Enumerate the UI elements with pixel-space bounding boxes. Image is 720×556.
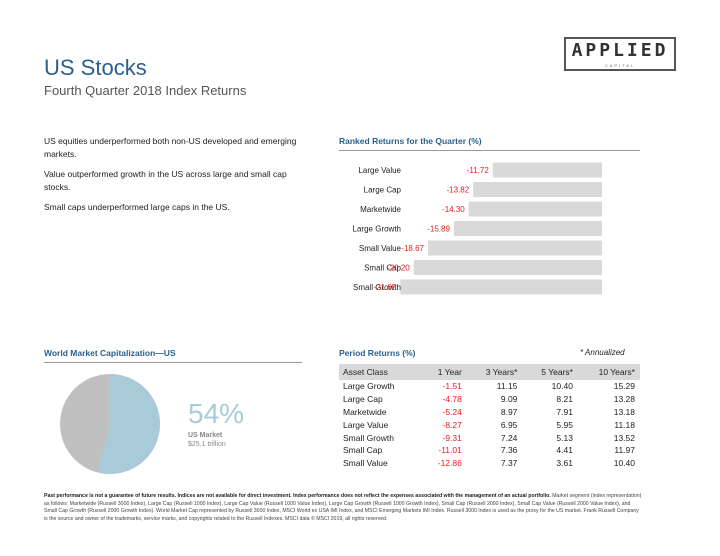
header-1-year: 1 Year — [437, 367, 462, 377]
bullet-1: US equities underperformed both non-US d… — [44, 136, 297, 159]
bar-small-cap — [413, 260, 602, 275]
disclaimer-bold: Past performance is not a guarantee of f… — [44, 493, 551, 499]
row-5-years: 8.21 — [556, 394, 573, 405]
world-market-cap-pie — [60, 374, 160, 474]
data-label: -18.67 — [401, 244, 424, 253]
logo-subtext: CAPITAL — [604, 63, 636, 68]
data-label: -21.65 — [374, 283, 397, 292]
pie-slice-us — [97, 374, 160, 474]
table-row: Large Value -8.27 6.95 5.95 11.18 — [339, 418, 640, 431]
row-10-years: 13.52 — [613, 432, 635, 443]
row-asset-class: Small Cap — [343, 445, 383, 456]
us-market-percent: 54% — [188, 398, 245, 429]
summary-bullets: US equities underperformed both non-US d… — [44, 135, 314, 221]
table-row: Large Growth -1.51 11.15 10.40 15.29 — [339, 380, 640, 393]
page-subtitle: Fourth Quarter 2018 Index Returns — [44, 83, 247, 98]
category-label: Large Cap — [364, 186, 402, 195]
row-10-years: 10.40 — [613, 458, 635, 469]
table-header-row: Asset Class 1 Year 3 Years* 5 Years* 10 … — [339, 364, 640, 380]
row-1-year: -11.01 — [438, 445, 462, 456]
row-1-year: -9.31 — [442, 432, 462, 443]
bullet-3: Small caps underperformed large caps in … — [44, 202, 230, 212]
period-returns-table: Asset Class 1 Year 3 Years* 5 Years* 10 … — [339, 364, 640, 470]
page-title: US Stocks — [44, 55, 147, 80]
row-10-years: 13.28 — [613, 394, 635, 405]
row-asset-class: Large Cap — [343, 394, 383, 405]
row-1-year: -12.86 — [437, 458, 462, 469]
bar-marketwide — [468, 201, 602, 217]
data-label: -20.20 — [387, 264, 410, 273]
period-returns-title: Period Returns (%) — [339, 348, 416, 358]
row-5-years: 10.40 — [551, 381, 573, 392]
row-asset-class: Large Value — [343, 419, 389, 430]
category-label: Small Value — [359, 244, 402, 253]
row-3-years: 6.95 — [500, 419, 518, 430]
category-label: Large Value — [358, 166, 401, 175]
disclaimer-footer: Past performance is not a guarantee of f… — [44, 493, 644, 523]
table-row: Marketwide -5.24 8.97 7.91 13.18 — [339, 406, 640, 419]
row-5-years: 3.61 — [556, 458, 573, 469]
bullet-2: Value outperformed growth in the US acro… — [44, 169, 287, 192]
disclaimer-text: Market segment (index representation) as… — [44, 493, 642, 522]
bar-large-cap — [473, 182, 602, 197]
annualized-note: * Annualized — [580, 348, 625, 357]
data-label: -15.89 — [427, 225, 450, 234]
row-3-years: 7.24 — [500, 432, 518, 443]
header-5-years: 5 Years* — [541, 367, 573, 377]
us-market-value: $25.1 trillion — [188, 441, 226, 448]
row-3-years: 7.37 — [500, 458, 518, 469]
row-1-year: -4.78 — [442, 394, 462, 405]
category-label: Small Growth — [353, 283, 401, 292]
data-label: -11.72 — [467, 166, 490, 175]
category-label: Large Growth — [353, 225, 401, 234]
header-3-years: 3 Years* — [485, 367, 518, 377]
ranked-returns-title: Ranked Returns for the Quarter (%) — [339, 136, 640, 151]
ranked-returns-chart: Large Value -11.72 Large Cap -13.82 Marketwi… — [353, 162, 602, 295]
row-3-years: 7.36 — [500, 445, 518, 456]
row-3-years: 9.09 — [500, 394, 518, 405]
applied-capital-logo: APPLIED CAPITAL — [564, 37, 676, 71]
category-label: Marketwide — [360, 205, 401, 214]
row-10-years: 13.18 — [613, 406, 635, 417]
header-10-years: 10 Years* — [598, 367, 635, 377]
data-label: -13.82 — [447, 186, 470, 195]
bar-large-growth — [453, 221, 602, 236]
bar-small-value — [427, 240, 602, 256]
logo-wordmark: APPLIED — [571, 40, 669, 61]
table-row: Small Value -12.86 7.37 3.61 10.40 — [339, 457, 640, 470]
table-row: Large Cap -4.78 9.09 8.21 13.28 — [339, 393, 640, 406]
row-10-years: 11.97 — [614, 445, 635, 456]
table-row: Small Cap -11.01 7.36 4.41 11.97 — [339, 444, 640, 457]
us-market-label: US Market — [188, 432, 223, 439]
header-asset-class: Asset Class — [343, 367, 388, 377]
bar-large-value — [492, 162, 602, 178]
category-label: Small Cap — [364, 264, 401, 273]
table-row: Small Growth -9.31 7.24 5.13 13.52 — [339, 431, 640, 444]
row-10-years: 11.18 — [614, 419, 635, 430]
row-5-years: 7.91 — [556, 406, 573, 417]
row-asset-class: Large Growth — [343, 381, 395, 392]
bar-small-growth — [400, 279, 602, 295]
row-asset-class: Small Growth — [343, 432, 395, 443]
row-1-year: -5.24 — [442, 406, 462, 417]
world-market-cap-title: World Market Capitalization—US — [44, 348, 302, 363]
row-3-years: 8.97 — [500, 406, 518, 417]
row-5-years: 5.13 — [556, 432, 573, 443]
row-5-years: 4.41 — [556, 445, 573, 456]
row-10-years: 15.29 — [613, 381, 635, 392]
row-1-year: -1.51 — [442, 381, 462, 392]
row-asset-class: Small Value — [343, 458, 388, 469]
data-label: -14.30 — [442, 205, 465, 214]
row-3-years: 11.15 — [496, 381, 518, 392]
row-asset-class: Marketwide — [343, 406, 387, 417]
row-1-year: -8.27 — [442, 419, 462, 430]
row-5-years: 5.95 — [556, 419, 573, 430]
